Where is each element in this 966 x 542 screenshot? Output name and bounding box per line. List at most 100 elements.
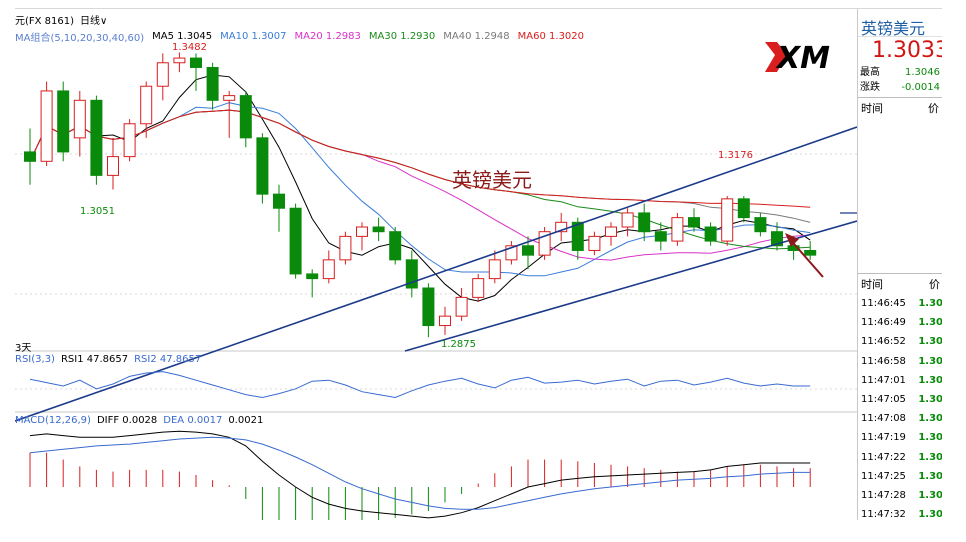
candle-body (721, 198, 734, 242)
arrow-head-icon (785, 233, 799, 247)
chart-canvas[interactable] (15, 9, 857, 520)
candle-body (654, 231, 667, 242)
candle-body (787, 245, 800, 251)
candle-body (73, 99, 86, 139)
stat-value: 1.3046 (905, 67, 940, 78)
ma-legend-item: MA30 1.2930 (368, 30, 436, 42)
candle-body (522, 245, 534, 256)
ma-legend-item: MA60 1.3020 (517, 30, 585, 42)
ma-legend-item: MA40 1.2948 (443, 30, 510, 42)
tick-row[interactable]: 11:47:05 1.30 (858, 390, 942, 409)
candle-body (90, 99, 103, 176)
candle-body (472, 278, 485, 298)
quote-stats: 最高 1.3046 涨跌 -0.0014 (858, 65, 942, 95)
tick-price: 1.30 (918, 451, 942, 463)
svg-text:XM: XM (775, 41, 830, 75)
tick-price: 1.30 (918, 298, 942, 309)
tick-list[interactable]: 时间 价 11:46:45 1.30 11:46:49 1.30 11:46:52 1.3… (858, 273, 942, 520)
symbol-label: 元(FX 8161) (15, 15, 75, 27)
quote-stat-row: 涨跌 -0.0014 (858, 80, 942, 95)
rsi-legend-item: RSI2 47.8657 (134, 354, 202, 365)
stat-label: 最高 (860, 67, 880, 78)
tick-row[interactable]: 11:46:58 1.30 (858, 352, 942, 371)
candle-body (754, 217, 767, 233)
candle-body (273, 193, 285, 209)
tick-time: 11:46:58 (861, 355, 906, 367)
candle-body (107, 156, 119, 176)
candle-body (555, 221, 568, 233)
high-price-label: 1.3482 (172, 42, 207, 53)
candle-body (372, 226, 385, 233)
macd-legend-item: 0.0021 (228, 415, 264, 426)
quote-panel: 英镑美元 1.3033 最高 1.3046 涨跌 -0.0014 时间 价 时间 价 … (857, 9, 942, 520)
tick-row[interactable]: 11:47:22 1.30 (858, 448, 942, 467)
candle-body (173, 57, 186, 64)
ma40-line (29, 109, 811, 223)
tick-price: 1.30 (918, 432, 942, 444)
price-header: 价 (928, 102, 939, 115)
time-header: 时间 (861, 102, 883, 115)
tick-row[interactable]: 11:46:49 1.30 (858, 313, 942, 332)
rsi-line (29, 371, 811, 399)
channel-lower-line (404, 220, 857, 352)
candle-body (405, 259, 418, 289)
period-label: 日线 (80, 15, 101, 27)
price-header: 价 (929, 278, 940, 291)
tick-price: 1.30 (918, 336, 942, 348)
macd-legend-item: DEA 0.0017 (163, 415, 223, 426)
candle-body (356, 226, 368, 237)
macd-legend-item: DIFF 0.0028 (96, 415, 158, 426)
ma60-line (29, 109, 811, 208)
candle-body (339, 235, 352, 261)
candle-body (389, 231, 402, 261)
candle-body (57, 90, 70, 153)
candle-body (638, 212, 651, 233)
chevron-down-icon: ∨ (100, 15, 108, 27)
tick-row[interactable]: 11:47:25 1.30 (858, 467, 942, 486)
tick-time: 11:47:25 (861, 470, 906, 482)
chart-topbar: 元(FX 8161) 日线∨ (15, 11, 107, 27)
candle-body (239, 95, 252, 139)
tick-price: 1.30 (918, 509, 942, 520)
tick-row[interactable]: 11:47:32 1.30 (858, 505, 942, 520)
tick-row[interactable]: 11:47:28 1.30 (858, 486, 942, 505)
tick-time: 11:47:32 (861, 509, 906, 520)
tick-row[interactable]: 11:47:01 1.30 (858, 371, 942, 390)
candle-body (621, 212, 634, 228)
tick-row[interactable]: 11:46:45 1.30 (858, 294, 942, 313)
tick-price: 1.30 (918, 489, 942, 501)
candle-body (605, 226, 617, 237)
candle-body (422, 287, 435, 327)
chart-area[interactable]: 元(FX 8161) 日线∨ MA组合(5,10,20,30,40,60) MA5… (15, 9, 857, 520)
stat-value: -0.0014 (901, 82, 940, 93)
candle-body (140, 85, 153, 125)
tick-price: 1.30 (918, 355, 942, 367)
candle-body (538, 231, 551, 256)
tick-time: 11:47:01 (861, 374, 906, 386)
candle-body (123, 123, 136, 158)
candle-body (206, 66, 219, 101)
tick-time: 11:47:28 (861, 489, 906, 501)
tick-header-top: 时间 价 (858, 98, 942, 118)
candle-body (688, 217, 700, 228)
xm-logo: XM (763, 39, 841, 75)
tick-row[interactable]: 11:47:08 1.30 (858, 409, 942, 428)
tick-price: 1.30 (918, 413, 942, 425)
candle-body (256, 137, 269, 195)
ma-legend: MA组合(5,10,20,30,40,60) MA5 1.3045 MA10 1.3… (15, 29, 585, 44)
high-price-label-2: 1.3176 (718, 150, 753, 161)
candle-body (488, 259, 501, 280)
tick-time: 11:47:22 (861, 451, 906, 463)
tick-row[interactable]: 11:47:19 1.30 (858, 428, 942, 447)
period-selector[interactable]: 日线∨ (80, 12, 107, 27)
tick-time: 11:47:05 (861, 393, 906, 405)
tick-price: 1.30 (918, 374, 942, 386)
ma-legend-item: MA组合(5,10,20,30,40,60) (15, 32, 145, 44)
stat-label: 涨跌 (860, 82, 880, 93)
xm-logo-graphic: XM (765, 41, 830, 75)
ma-legend-item: MA20 1.2983 (294, 30, 361, 42)
tick-row[interactable]: 11:46:52 1.30 (858, 332, 942, 351)
rsi-legend: RSI(3,3) RSI1 47.8657 RSI2 47.8657 (15, 354, 201, 365)
candle-body (771, 231, 783, 247)
candle-body (804, 249, 817, 256)
